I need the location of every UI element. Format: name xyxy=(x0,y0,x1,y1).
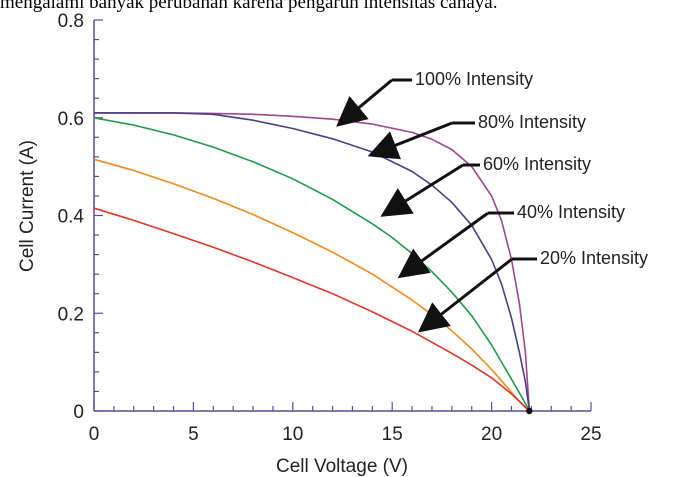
open-circuit-point xyxy=(526,407,533,415)
y-tick-label: 0.8 xyxy=(58,11,84,32)
callout-label: 20% Intensity xyxy=(540,248,648,268)
callouts-group: 100% Intensity 80% Intensity 60% Intensity… xyxy=(336,69,648,333)
y-tick-label: 0.4 xyxy=(58,207,85,228)
y-tick-label: 0 xyxy=(73,402,84,423)
x-tick-label: 5 xyxy=(188,424,199,445)
series-line-100-percent xyxy=(94,112,531,412)
callout-arrow xyxy=(336,78,393,127)
series-line-40-percent xyxy=(93,158,530,412)
series-line-60-percent xyxy=(93,117,531,412)
callout-label: 100% Intensity xyxy=(415,69,533,89)
series-line-80-percent xyxy=(94,112,531,412)
callout-arrow xyxy=(397,211,489,279)
caption-text: mengalami banyak perubahan karena pengar… xyxy=(0,0,498,13)
series-line-20-percent xyxy=(93,207,530,412)
x-tick-label: 20 xyxy=(481,424,502,445)
x-tick-label: 0 xyxy=(89,424,100,445)
x-tick-label: 15 xyxy=(382,424,403,445)
callout-label: 80% Intensity xyxy=(478,112,586,132)
y-tick-label: 0.6 xyxy=(58,109,84,130)
series-group xyxy=(93,112,533,415)
y-tick-label: 0.2 xyxy=(58,304,84,325)
callout-label: 60% Intensity xyxy=(483,154,591,174)
callout-arrow xyxy=(380,163,464,217)
y-axis-title: Cell Current (A) xyxy=(17,140,38,272)
callout-label: 40% Intensity xyxy=(517,202,625,222)
callout-arrow xyxy=(367,121,453,160)
axes: 0 5 10 15 20 25 0 0.2 0.4 0.6 0.8 xyxy=(58,11,602,445)
x-axis-title: Cell Voltage (V) xyxy=(276,456,408,477)
callout-arrow xyxy=(417,257,513,333)
x-tick-label: 25 xyxy=(580,424,601,445)
x-tick-label: 10 xyxy=(282,424,303,445)
